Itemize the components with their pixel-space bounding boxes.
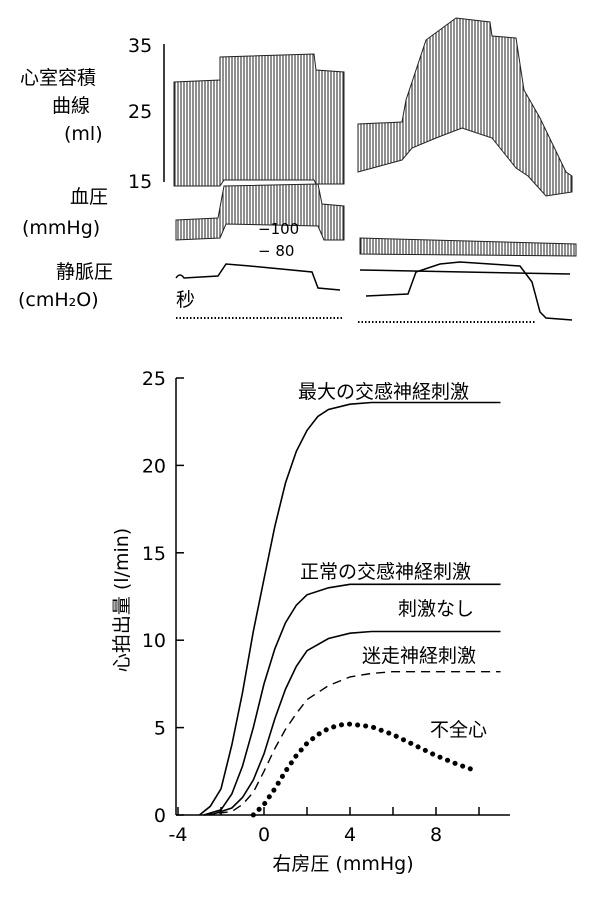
y-tick-label: 0: [154, 805, 166, 827]
volume-label-line1: 心室容積: [20, 67, 96, 89]
bp-mark-80: − 80: [258, 242, 294, 260]
bp-label-line1: 血圧: [70, 186, 108, 208]
series-line: [203, 583, 501, 816]
volume-label-line2: 曲線: [52, 95, 90, 117]
y-tick-label: 10: [142, 630, 166, 652]
volume-tick-15: 15: [128, 171, 152, 193]
y-tick-label: 5: [154, 718, 166, 740]
volume-tick-25: 25: [128, 101, 152, 123]
x-tick-label: -4: [169, 824, 188, 846]
y-tick-label: 20: [142, 455, 166, 477]
series-line: [250, 721, 475, 818]
y-ticks: 0 5 10 15 20 25: [142, 368, 184, 827]
bp-label-line2: (mmHg): [22, 217, 100, 239]
y-axis-label: 心拍出量 (l/min): [111, 528, 133, 672]
x-ticks: -4 0 4 8: [169, 807, 480, 846]
x-tick-label: 4: [344, 824, 356, 846]
recording-panel: 心室容積 曲線 (ml) 35 25 15 血圧 (mmHg) −100 − 8…: [18, 17, 577, 323]
volume-trace-right: [357, 17, 573, 197]
venous-baseline-right: [359, 269, 571, 275]
venous-trace-right: [365, 261, 573, 321]
series-line: [210, 630, 501, 816]
bp-trace-left: [175, 183, 345, 241]
series-label: 迷走神経刺激: [362, 645, 476, 667]
venous-label-line1: 静脈圧: [56, 261, 113, 283]
series-label: 不全心: [430, 719, 487, 741]
bp-trace-right: [359, 237, 577, 257]
x-tick-label: 0: [258, 824, 270, 846]
x-axis-label: 右房圧 (mmHg): [272, 853, 413, 875]
venous-trace-left: [175, 263, 341, 291]
y-tick-label: 25: [142, 368, 166, 390]
venous-label-line2: (cmH₂O): [18, 289, 99, 311]
series-label: 最大の交感神経刺激: [298, 381, 469, 403]
time-label: 秒: [176, 289, 195, 311]
series-line: [198, 401, 501, 816]
volume-tick-35: 35: [128, 35, 152, 57]
y-tick-label: 15: [142, 543, 166, 565]
volume-trace-left: [173, 53, 345, 187]
volume-label-line3: (ml): [64, 123, 103, 145]
series-label: 正常の交感神経刺激: [300, 561, 471, 583]
curves: [198, 401, 501, 818]
x-tick-label: 8: [430, 824, 442, 846]
bp-mark-100: −100: [258, 220, 299, 238]
series-line: [203, 671, 501, 816]
series-label: 刺激なし: [398, 598, 474, 620]
